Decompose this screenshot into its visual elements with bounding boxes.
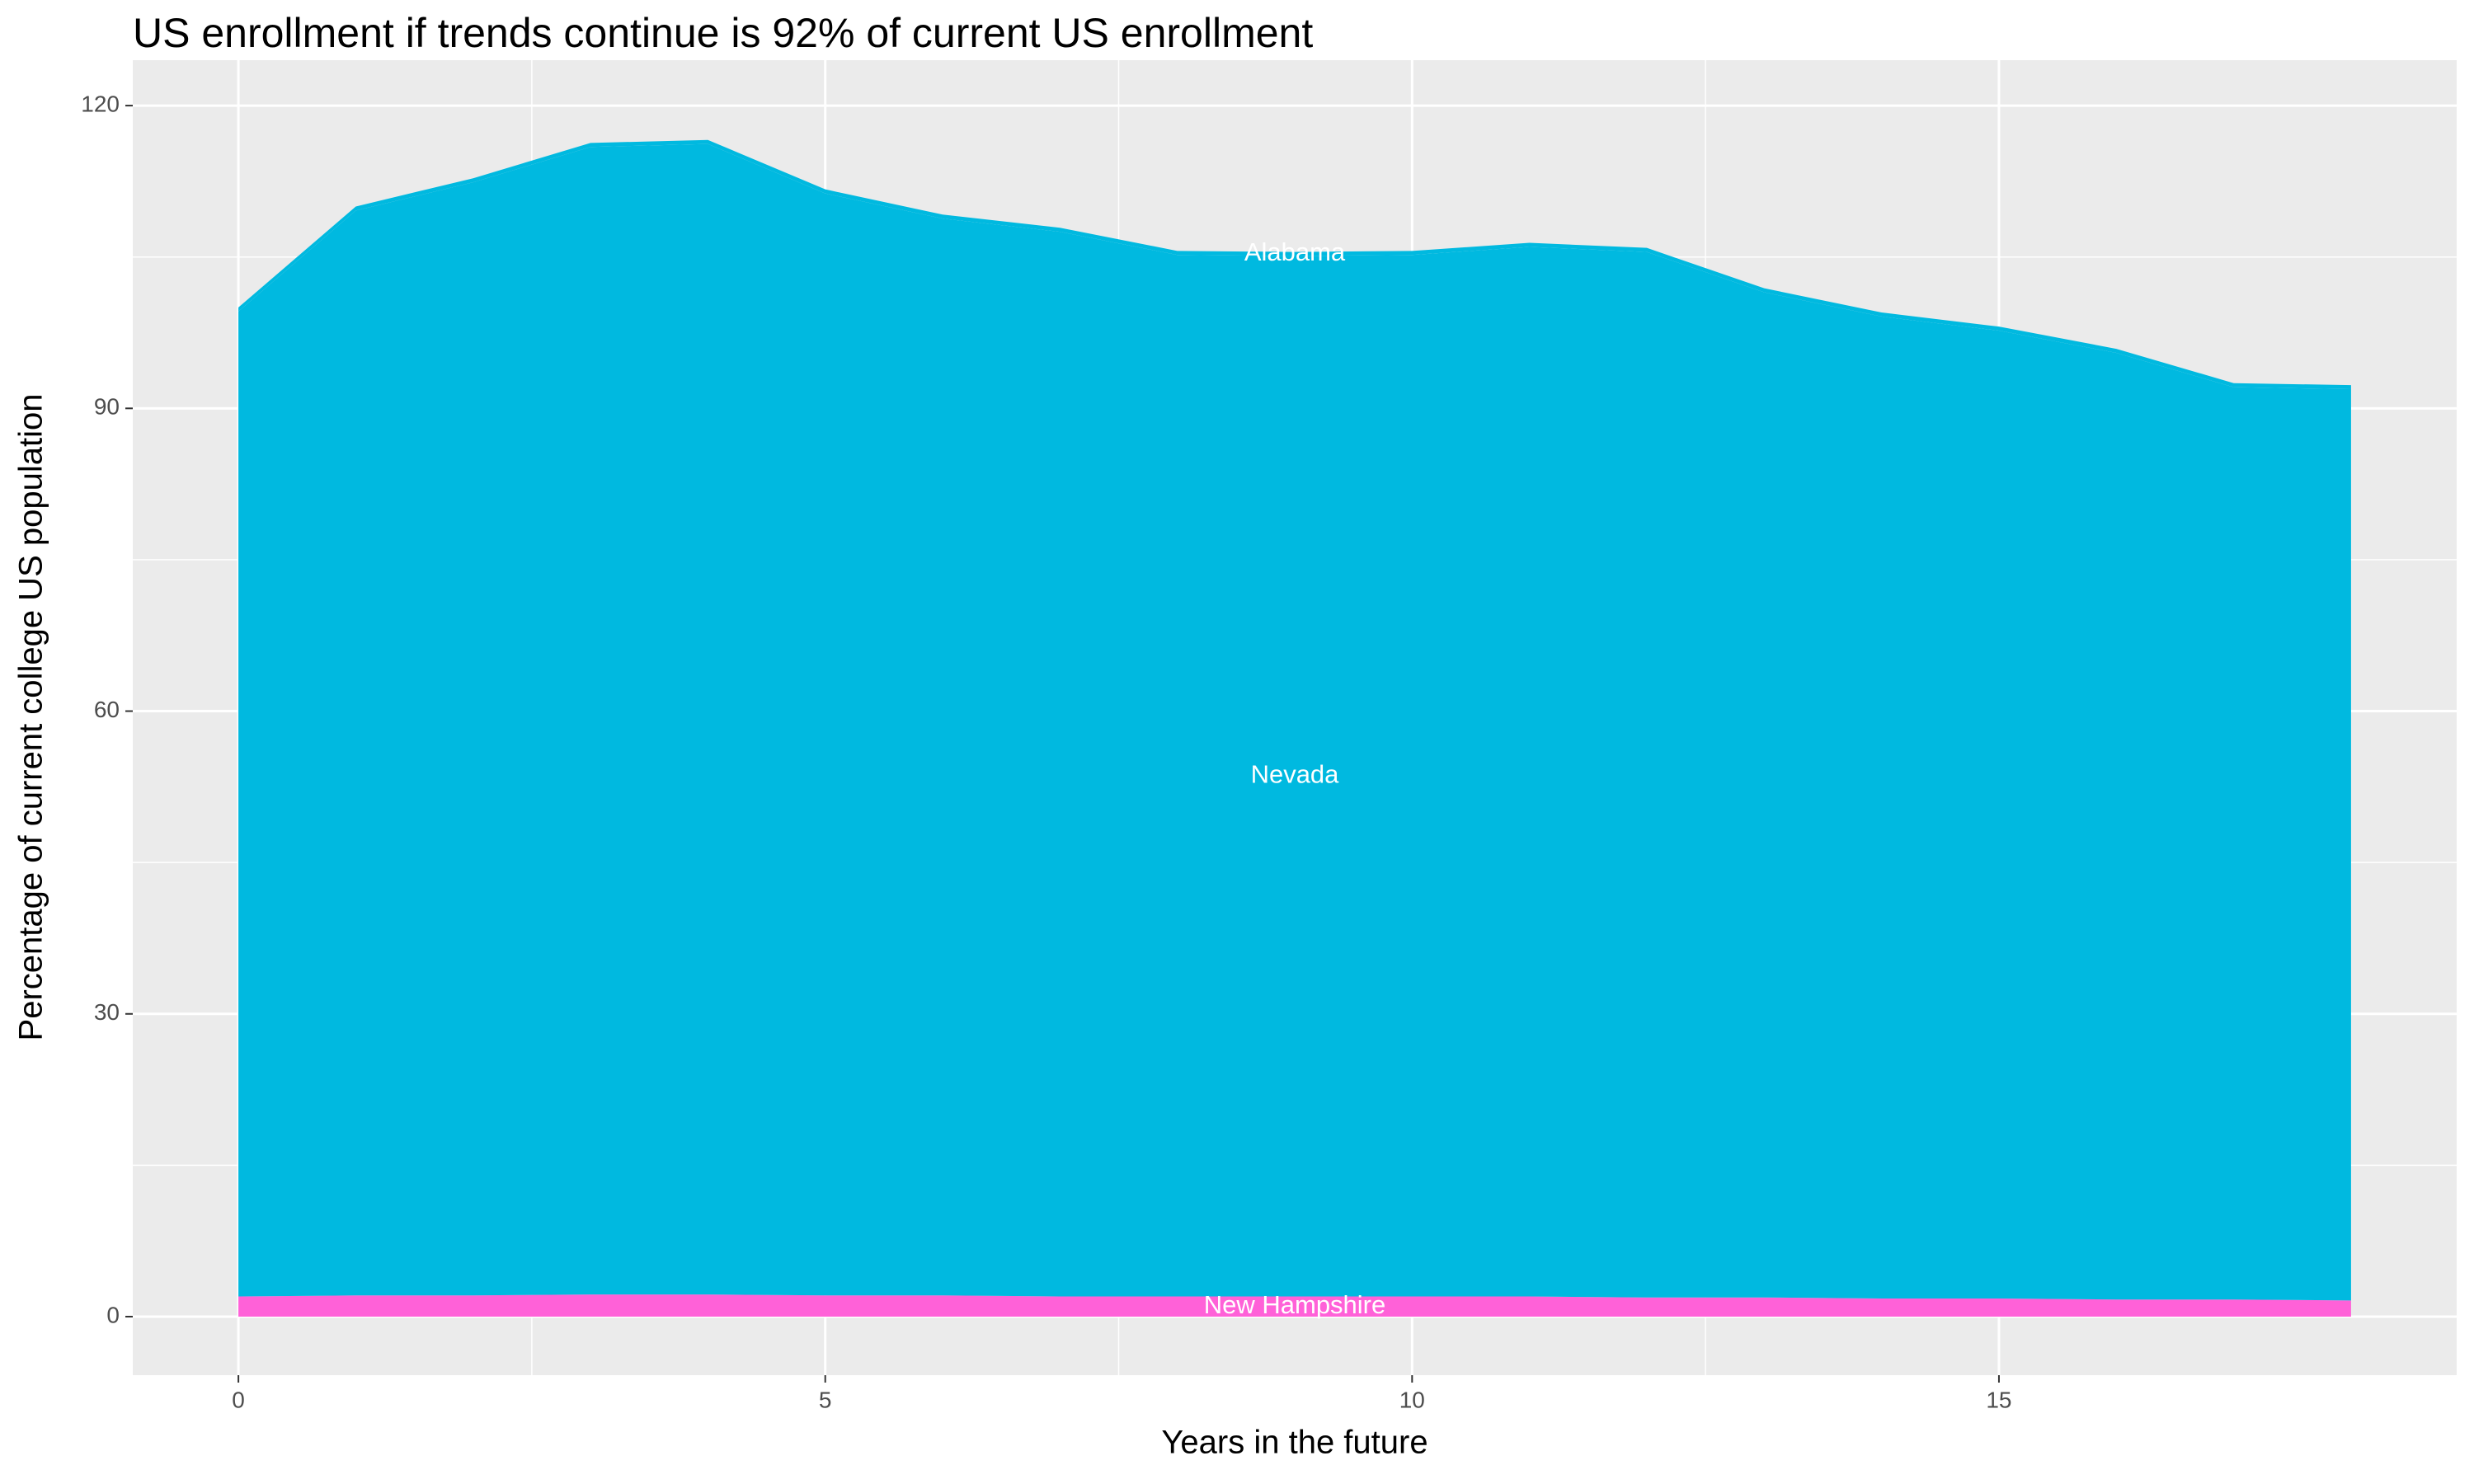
area-label: New Hampshire [1204, 1290, 1386, 1319]
x-tick-label: 10 [1399, 1387, 1425, 1412]
y-tick-label: 60 [94, 697, 120, 722]
x-axis-title: Years in the future [1161, 1425, 1427, 1461]
area [238, 1294, 2351, 1317]
x-tick-label: 15 [1986, 1387, 2011, 1412]
x-tick-label: 5 [819, 1387, 832, 1412]
labels: New Hampshire Nevada Alabama [1204, 237, 1386, 1319]
y-tick-label: 120 [81, 91, 120, 116]
axes: 0 30 60 90 120 0 5 10 15 [81, 91, 2011, 1412]
y-tick-label: 90 [94, 394, 120, 420]
chart-title: US enrollment if trends continue is 92% … [133, 10, 1313, 56]
area [238, 143, 2351, 1301]
x-tick-label: 0 [232, 1387, 245, 1412]
y-tick-label: 0 [106, 1302, 120, 1327]
area-label: Nevada [1251, 760, 1340, 789]
area-label: Alabama [1244, 237, 1346, 266]
y-axis-title: Percentage of current college US populat… [13, 394, 49, 1041]
y-tick-label: 30 [94, 999, 120, 1025]
areas [238, 139, 2351, 1317]
